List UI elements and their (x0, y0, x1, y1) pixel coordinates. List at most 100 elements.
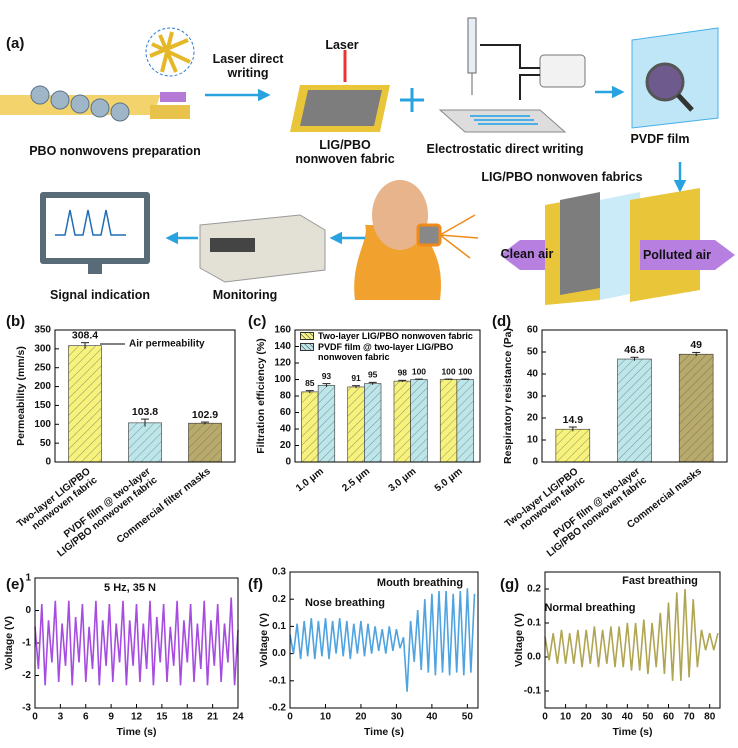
syringe (467, 17, 477, 74)
plot-frame (289, 571, 479, 709)
label-line: LIG/PBO nonwoven fabrics (481, 170, 642, 184)
data-label: 91 (351, 373, 361, 383)
signal-wave (55, 209, 126, 236)
data-label: 103.8 (132, 406, 158, 418)
bar (439, 379, 458, 463)
legend-swatch (300, 332, 314, 340)
y-tick-label: 0 (285, 457, 291, 468)
y-tick-label: 100 (274, 374, 291, 385)
y-tick-label: 20 (280, 440, 292, 451)
y-axis-label: Voltage (V) (3, 616, 15, 670)
bar (364, 383, 382, 463)
schematic-label: Electrostatic direct writing (427, 142, 584, 156)
label-line: Polluted air (643, 248, 711, 262)
schematic-label: Monitoring (213, 288, 278, 302)
x-tick-label: 18 (182, 712, 194, 723)
panel-label: (f) (248, 576, 263, 593)
x-tick-label: 30 (601, 712, 613, 723)
legend-label: Air permeability (129, 339, 205, 350)
x-tick-label: 24 (232, 712, 244, 723)
x-tick-label: 70 (684, 712, 696, 723)
x-axis-label: Time (s) (364, 726, 404, 738)
y-tick-label: -1 (22, 638, 31, 649)
y-tick-label: 150 (34, 400, 51, 411)
x-tick-label: 15 (156, 712, 168, 723)
pattern-lines (470, 115, 538, 125)
x-tick-label: 21 (207, 712, 219, 723)
data-label: 100 (458, 366, 472, 376)
data-label: 100 (412, 366, 426, 376)
polluted-air-arrow (640, 240, 735, 270)
magnifier (645, 62, 685, 102)
fabric-piece (160, 92, 186, 102)
bar (678, 353, 714, 463)
rollers (30, 85, 130, 122)
annotation: Normal breathing (544, 602, 635, 614)
schematic-label: Signal indication (50, 288, 150, 302)
x-tick-label: 40 (426, 712, 438, 723)
label-line: Signal indication (50, 288, 150, 302)
label-line: Monitoring (213, 288, 278, 302)
power-supply (539, 54, 586, 88)
fibers (149, 31, 191, 73)
panel-label: (d) (492, 313, 511, 330)
signal-line (289, 588, 476, 692)
instrument (199, 214, 326, 283)
x-tick-label: 40 (622, 712, 634, 723)
schematic-label: Laser (325, 38, 358, 52)
data-label: 49 (690, 339, 702, 351)
legend-item: Two-layer LIG/PBO nonwoven fabric (300, 331, 482, 341)
panel-label: (a) (6, 35, 24, 52)
clean-air-arrow (500, 240, 545, 270)
schematic-label: Laser direct writing (213, 52, 285, 80)
x-tick-label: 1.0 μm (294, 466, 326, 494)
y-tick-label: 0.2 (527, 584, 541, 595)
y-tick-label: 1 (25, 573, 31, 584)
magnifier-handle (676, 93, 694, 112)
label-line: PVDF film (630, 132, 689, 146)
annotation: Fast breathing (622, 575, 698, 587)
air-lines (439, 214, 479, 259)
monitor-stand (88, 264, 102, 274)
label-line: PBO nonwovens preparation (29, 144, 201, 158)
y-tick-label: 140 (274, 341, 291, 352)
data-label: 85 (305, 378, 315, 388)
y-tick-label: -0.1 (269, 675, 287, 686)
lig-area (300, 90, 382, 126)
label-line: Electrostatic direct writing (427, 142, 584, 156)
y-tick-label: 0.0 (527, 652, 541, 663)
x-tick-label: 50 (462, 712, 474, 723)
monitor-screen (46, 198, 144, 258)
x-tick-label: 20 (581, 712, 593, 723)
y-tick-label: 50 (527, 347, 539, 358)
data-label: 102.9 (192, 409, 218, 421)
x-axis-label: Time (s) (612, 726, 652, 738)
x-tick-label: 20 (355, 712, 367, 723)
y-tick-label: 60 (527, 325, 539, 336)
data-label: 308.4 (72, 329, 98, 341)
label-line: 2.5 μm (340, 466, 372, 494)
schematic-label: Clean air (501, 247, 554, 261)
annotation: Nose breathing (305, 597, 385, 609)
y-axis-label: Voltage (V) (258, 613, 270, 667)
x-tick-label: 3 (58, 712, 64, 723)
y-tick-label: 0 (532, 457, 538, 468)
label-line: nonwoven fabric (295, 152, 394, 166)
bar (188, 422, 222, 463)
panel-label: (e) (6, 576, 24, 593)
y-tick-label: 0.0 (272, 648, 286, 659)
schematic-label: PBO nonwovens preparation (29, 144, 201, 158)
data-label: 95 (368, 370, 378, 380)
label-line: writing (227, 66, 269, 80)
web-end (150, 105, 190, 119)
mask (416, 223, 442, 247)
label-line: 5.0 μm (433, 466, 465, 494)
y-axis-label: Respiratory resistance (Pa) (502, 328, 514, 464)
bar (617, 358, 652, 463)
x-tick-label: 12 (131, 712, 143, 723)
x-tick-label: 0 (542, 712, 548, 723)
x-tick-label: 80 (704, 712, 716, 723)
x-tick-label: 6 (83, 712, 89, 723)
x-tick-label: 3.0 μm (386, 466, 418, 494)
